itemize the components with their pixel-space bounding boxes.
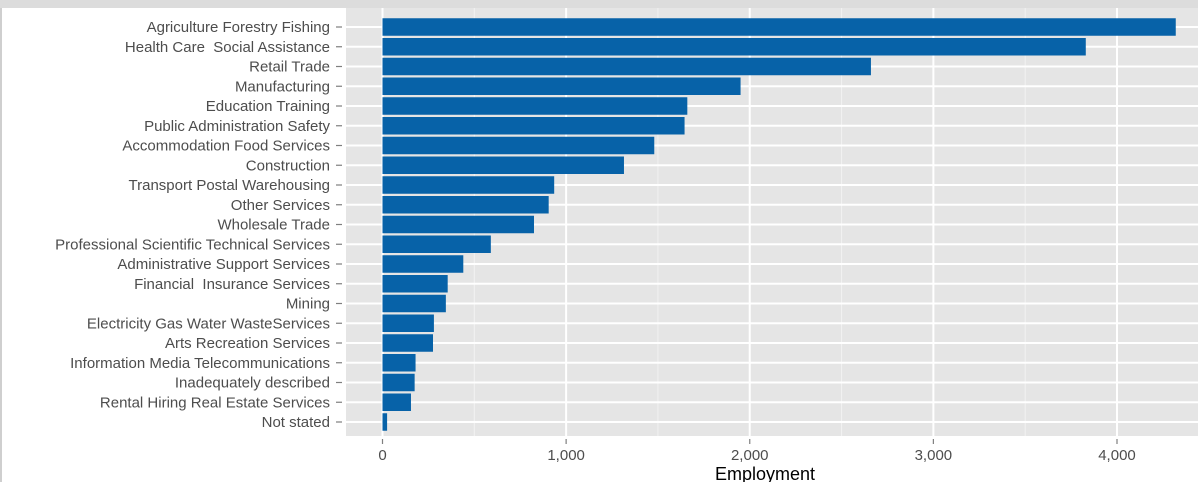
bar [382, 18, 1176, 36]
bars [382, 18, 1176, 431]
left-border [0, 8, 2, 482]
category-label: Retail Trade [249, 59, 330, 76]
category-label: Agriculture Forestry Fishing [147, 19, 330, 36]
category-label: Administrative Support Services [117, 256, 330, 273]
category-label: Wholesale Trade [217, 217, 330, 234]
category-label: Arts Recreation Services [165, 335, 330, 352]
category-label: Transport Postal Warehousing [129, 177, 330, 194]
category-label: Information Media Telecommunications [70, 355, 330, 372]
bar [382, 176, 555, 194]
category-label: Financial Insurance Services [134, 276, 330, 293]
bar [382, 117, 685, 135]
x-tick-label: 1,000 [547, 447, 585, 464]
bar [382, 255, 464, 273]
category-label: Other Services [231, 197, 330, 214]
bar [382, 215, 534, 234]
bar [382, 77, 741, 95]
bar [382, 334, 433, 352]
bar [382, 354, 416, 372]
x-tick-label: 0 [378, 447, 386, 464]
bar [382, 97, 688, 115]
bar [382, 38, 1086, 56]
bar [382, 57, 871, 76]
category-label: Health Care Social Assistance [125, 39, 330, 56]
category-label: Public Administration Safety [144, 118, 330, 135]
category-label: Accommodation Food Services [122, 138, 330, 155]
x-tick-label: 3,000 [915, 447, 953, 464]
bar [382, 156, 624, 174]
bar [382, 413, 388, 431]
bar [382, 393, 411, 411]
bar [382, 275, 448, 293]
bar [382, 314, 434, 332]
bar [382, 136, 655, 155]
category-label: Not stated [262, 414, 330, 431]
category-label: Rental Hiring Real Estate Services [100, 394, 330, 411]
bar [382, 294, 446, 313]
category-label: Education Training [206, 98, 330, 115]
x-tick-label: 4,000 [1098, 447, 1136, 464]
category-label: Construction [246, 157, 330, 174]
bar [382, 373, 415, 392]
category-label: Manufacturing [235, 78, 330, 95]
bar [382, 235, 491, 253]
category-labels: Agriculture Forestry Fishing Health Care … [55, 19, 342, 431]
category-label: Professional Scientific Technical Servic… [55, 236, 330, 253]
x-axis-ticks: 0 1,000 2,000 3,000 4,000 [378, 439, 1136, 464]
top-strip [0, 0, 1198, 8]
category-label: Electricity Gas Water WasteServices [87, 315, 330, 332]
x-tick-label: 2,000 [731, 447, 769, 464]
category-label: Mining [286, 296, 330, 313]
x-axis-title: Employment [715, 464, 815, 482]
category-label: Inadequately described [175, 375, 330, 392]
bar [382, 196, 549, 214]
